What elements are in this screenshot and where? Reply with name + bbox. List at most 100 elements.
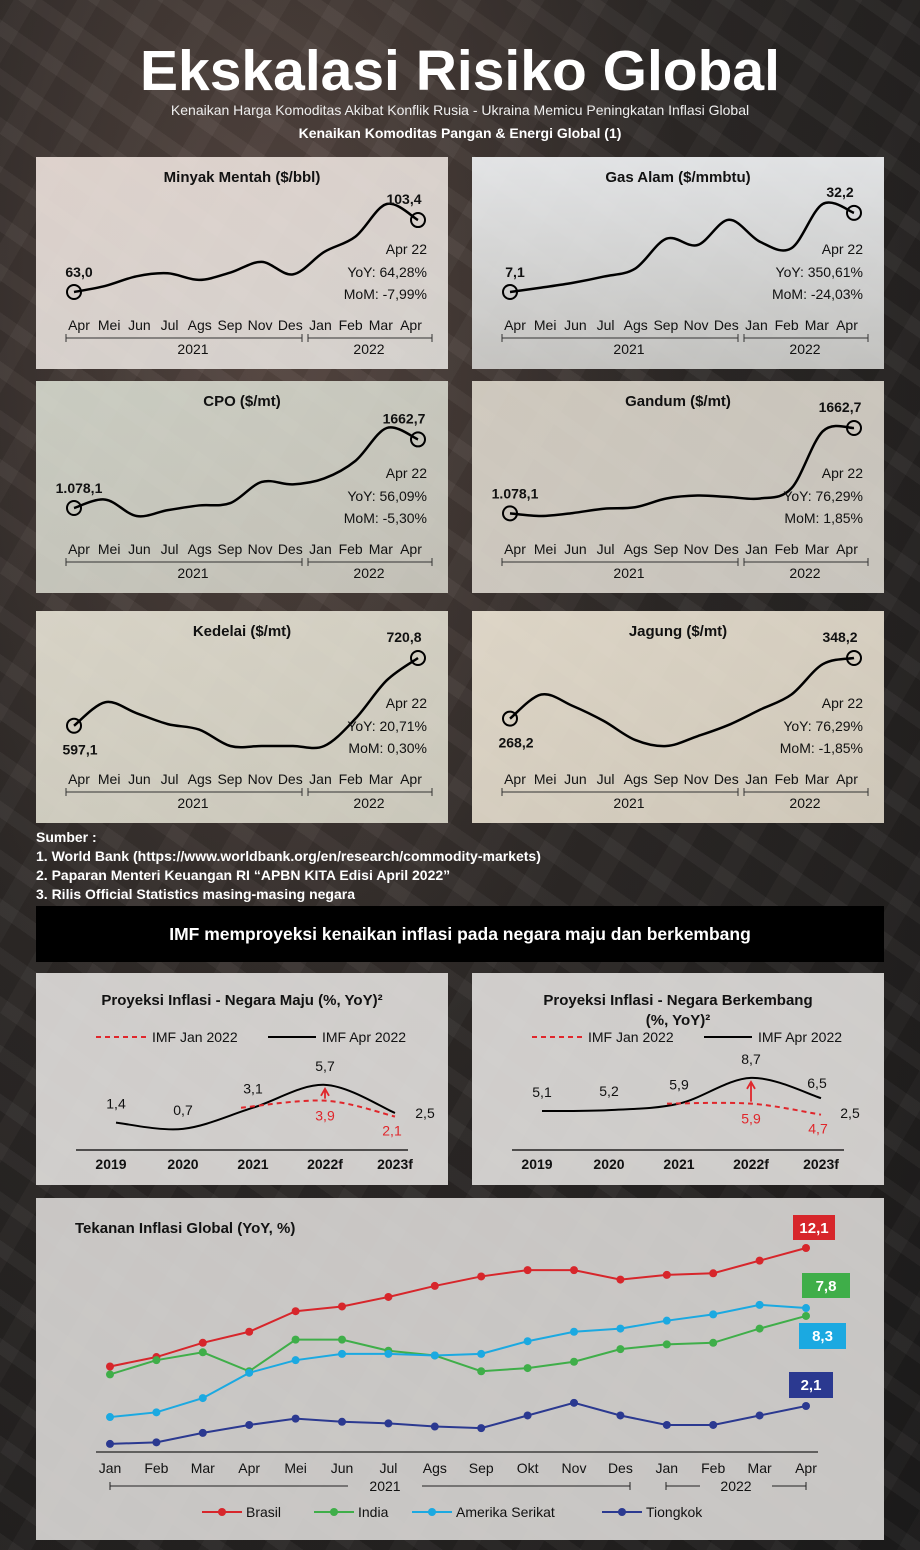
month-label: Nov bbox=[684, 317, 709, 333]
imf-emerging-panel: Proyeksi Inflasi - Negara Berkembang (%, … bbox=[472, 973, 884, 1185]
month-label: Mei bbox=[534, 541, 557, 557]
series-line-india bbox=[109, 1314, 807, 1376]
panel-title: Kedelai ($/mt) bbox=[192, 623, 292, 640]
year-label: 2022 bbox=[353, 565, 384, 581]
month-label: Jan bbox=[309, 771, 332, 787]
data-point bbox=[616, 1411, 625, 1420]
data-point bbox=[106, 1370, 114, 1379]
data-point bbox=[709, 1338, 718, 1347]
month-label: Jun bbox=[331, 1460, 354, 1476]
month-label: Jan bbox=[745, 771, 768, 787]
data-point bbox=[523, 1364, 532, 1373]
end-value-badge bbox=[793, 1215, 835, 1240]
imf-apr-value-label: 0,7 bbox=[173, 1102, 193, 1118]
year-label: 2022 bbox=[789, 341, 820, 357]
month-label: Ags bbox=[624, 317, 648, 333]
data-point bbox=[570, 1357, 578, 1366]
end-value-badge bbox=[799, 1323, 846, 1349]
end-value-badge bbox=[802, 1273, 850, 1298]
data-point bbox=[709, 1310, 718, 1319]
panel-title: Gas Alam ($/mmbtu) bbox=[605, 169, 751, 186]
extra-value-label: 2,5 bbox=[840, 1105, 860, 1121]
series-line-amerika-serikat bbox=[109, 1303, 807, 1419]
legend-label: IMF Jan 2022 bbox=[152, 1029, 238, 1045]
year-label: 2022 bbox=[720, 1478, 751, 1494]
month-label: Jun bbox=[128, 541, 151, 557]
imf-jan-value-label: 4,7 bbox=[808, 1121, 828, 1137]
x-tick-label: 2021 bbox=[237, 1156, 268, 1172]
data-point bbox=[570, 1266, 578, 1275]
data-point bbox=[802, 1311, 810, 1320]
month-label: Jul bbox=[597, 317, 615, 333]
month-label: Feb bbox=[144, 1460, 168, 1476]
x-tick-label: 2022f bbox=[307, 1156, 343, 1172]
end-value-label: 32,2 bbox=[826, 184, 853, 200]
mom-label: MoM: -5,30% bbox=[344, 510, 427, 526]
month-label: Apr bbox=[836, 541, 858, 557]
imf-apr-value-label: 5,1 bbox=[532, 1084, 552, 1100]
period-label: Apr 22 bbox=[822, 695, 863, 711]
end-value-label: 1662,7 bbox=[819, 399, 862, 415]
month-label: Ags bbox=[188, 541, 212, 557]
x-tick-label: 2020 bbox=[593, 1156, 624, 1172]
source-item: 1. World Bank (https://www.worldbank.org… bbox=[36, 848, 541, 864]
data-point bbox=[106, 1362, 114, 1371]
chart-title: Proyeksi Inflasi - Negara Maju (%, YoY)² bbox=[101, 992, 382, 1009]
end-value-label: 8,3 bbox=[812, 1328, 833, 1345]
month-label: Ags bbox=[188, 771, 212, 787]
month-label: Feb bbox=[339, 541, 363, 557]
year-2021-bracket bbox=[65, 334, 303, 342]
data-point bbox=[570, 1398, 578, 1407]
mom-label: MoM: -1,85% bbox=[780, 740, 863, 756]
mom-label: MoM: -24,03% bbox=[772, 286, 863, 302]
data-point bbox=[291, 1335, 300, 1344]
global-inflation-panel: Tekanan Inflasi Global (YoY, %) 12,1 7,8 8,… bbox=[36, 1198, 884, 1540]
imf-apr-value-label: 5,2 bbox=[599, 1083, 619, 1099]
commodity-panel: Kedelai ($/mt) 597,1 720,8 Apr 22 YoY: 20,71… bbox=[36, 611, 448, 823]
month-label: Des bbox=[714, 541, 739, 557]
start-value-label: 1.078,1 bbox=[492, 485, 539, 501]
month-label: Jul bbox=[597, 541, 615, 557]
month-label: Ags bbox=[624, 771, 648, 787]
start-point-marker bbox=[66, 717, 82, 734]
price-line bbox=[509, 424, 855, 518]
month-label: Jul bbox=[161, 317, 179, 333]
panel-title: Minyak Mentah ($/bbl) bbox=[163, 169, 321, 186]
year-2022-bracket bbox=[307, 334, 433, 342]
year-2022-bracket bbox=[743, 788, 869, 796]
legend-label: IMF Apr 2022 bbox=[322, 1029, 406, 1045]
month-label: Apr bbox=[836, 771, 858, 787]
month-label: Jul bbox=[161, 541, 179, 557]
imf-apr-value-label: 8,7 bbox=[741, 1051, 761, 1067]
data-point bbox=[523, 1411, 532, 1420]
mom-label: MoM: 1,85% bbox=[784, 510, 863, 526]
period-label: Apr 22 bbox=[822, 241, 863, 257]
month-label: Jan bbox=[745, 541, 768, 557]
yoy-label: YoY: 76,29% bbox=[783, 718, 863, 734]
data-point bbox=[152, 1408, 161, 1417]
data-point bbox=[338, 1349, 346, 1358]
month-label: Feb bbox=[339, 771, 363, 787]
month-label: Apr bbox=[68, 541, 90, 557]
end-point-marker bbox=[410, 212, 426, 229]
imf-apr-value-label: 3,1 bbox=[243, 1081, 263, 1097]
month-label: Apr bbox=[504, 317, 526, 333]
commodity-chart: 7,1 32,2 Apr 22 YoY: 350,61% MoM: -24,03% Apr… bbox=[501, 184, 869, 357]
x-tick-label: 2022f bbox=[733, 1156, 769, 1172]
imf-apr-line bbox=[115, 1083, 396, 1131]
year-label: 2021 bbox=[613, 565, 644, 581]
end-value-label: 348,2 bbox=[822, 629, 857, 645]
source-item: 2. Paparan Menteri Keuangan RI “APBN KIT… bbox=[36, 867, 451, 883]
start-value-label: 597,1 bbox=[62, 742, 97, 758]
month-label: Apr bbox=[795, 1460, 817, 1476]
month-label: Feb bbox=[775, 771, 799, 787]
x-tick-label: 2023f bbox=[803, 1156, 839, 1172]
imf-apr-value-label: 1,4 bbox=[106, 1096, 126, 1112]
yoy-label: YoY: 350,61% bbox=[776, 264, 863, 280]
month-label: Mei bbox=[98, 317, 121, 333]
month-label: Mar bbox=[369, 541, 393, 557]
legend-marker bbox=[330, 1508, 338, 1516]
imf-advanced-panel: Proyeksi Inflasi - Negara Maju (%, YoY)²… bbox=[36, 973, 448, 1185]
data-point bbox=[802, 1244, 810, 1252]
year-label: 2022 bbox=[353, 341, 384, 357]
